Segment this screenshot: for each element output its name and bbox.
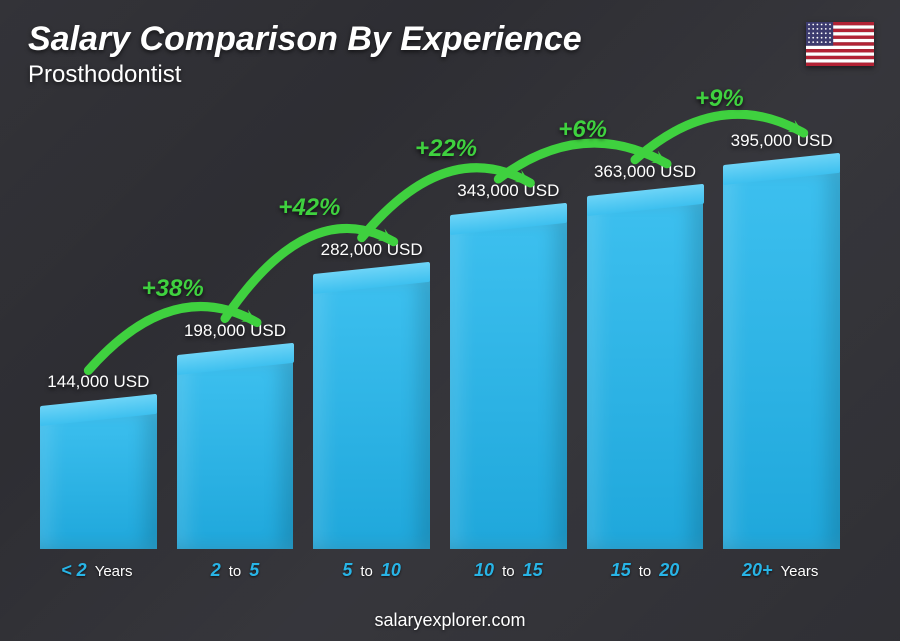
chart-title: Salary Comparison By Experience [28,20,582,59]
usa-flag-icon [806,22,874,66]
footer-credit: salaryexplorer.com [0,610,900,631]
increase-arrow-icon [30,110,850,581]
bar-chart: 144,000 USD< 2 Years198,000 USD2 to 5282… [30,110,850,581]
title-block: Salary Comparison By Experience Prosthod… [28,20,582,89]
chart-subtitle: Prosthodontist [28,61,582,89]
percent-increase-label: +9% [695,85,744,113]
